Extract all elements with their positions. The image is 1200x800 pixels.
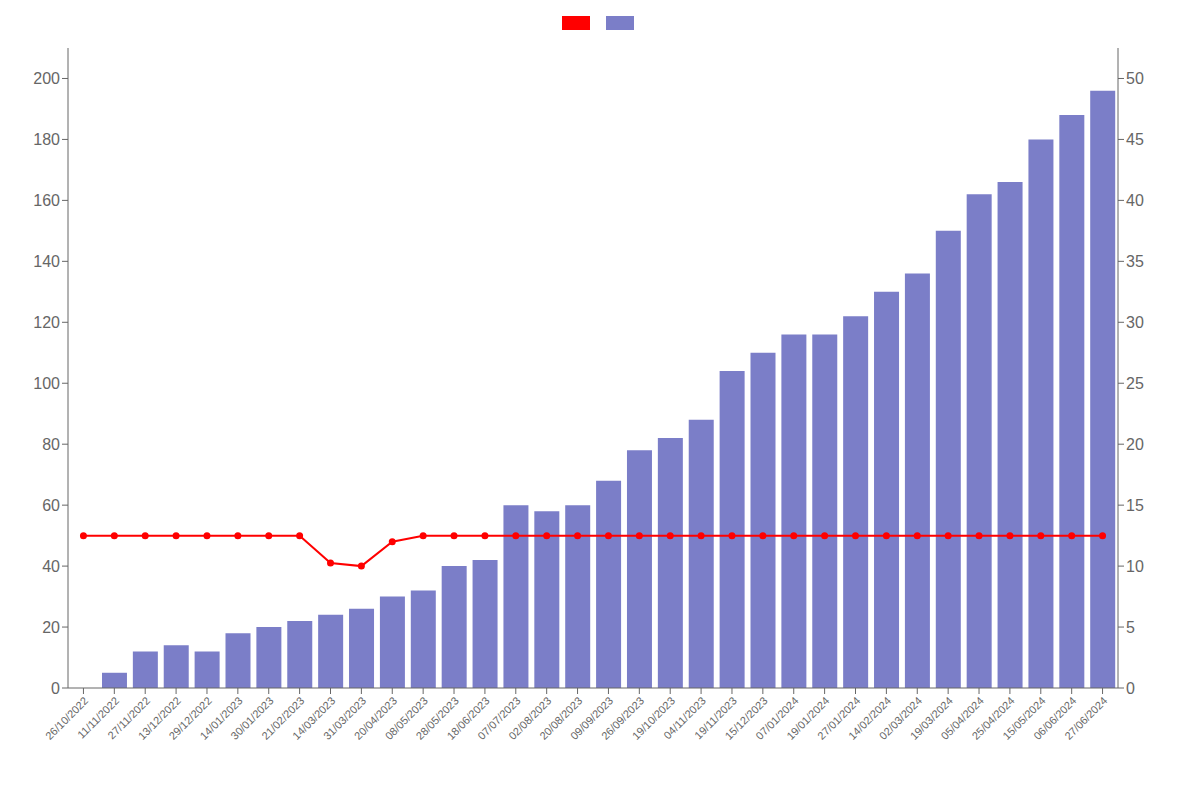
svg-text:14/01/2023: 14/01/2023 [197, 694, 245, 742]
svg-text:15: 15 [1126, 497, 1144, 514]
svg-text:10: 10 [1126, 558, 1144, 575]
svg-text:09/09/2023: 09/09/2023 [568, 694, 616, 742]
svg-text:18/06/2023: 18/06/2023 [444, 694, 492, 742]
svg-text:20/04/2023: 20/04/2023 [351, 694, 400, 742]
svg-text:19/10/2023: 19/10/2023 [629, 694, 678, 742]
svg-text:28/05/2023: 28/05/2023 [413, 694, 461, 742]
svg-text:25/04/2024: 25/04/2024 [969, 694, 1017, 742]
svg-text:27/06/2024: 27/06/2024 [1062, 694, 1109, 741]
svg-text:15/12/2023: 15/12/2023 [722, 694, 770, 742]
svg-text:05/04/2024: 05/04/2024 [938, 694, 986, 742]
svg-text:06/06/2024: 06/06/2024 [1031, 694, 1079, 742]
svg-text:26/10/2022: 26/10/2022 [43, 694, 91, 742]
svg-text:25: 25 [1126, 375, 1144, 392]
svg-text:02/08/2023: 02/08/2023 [506, 694, 554, 742]
svg-text:40: 40 [42, 558, 60, 575]
svg-text:35: 35 [1126, 253, 1144, 270]
svg-text:02/03/2024: 02/03/2024 [876, 694, 925, 742]
svg-text:07/07/2023: 07/07/2023 [475, 694, 523, 742]
svg-text:0: 0 [51, 680, 60, 697]
svg-text:0: 0 [1126, 680, 1135, 697]
svg-text:27/11/2022: 27/11/2022 [105, 694, 153, 742]
svg-text:14/03/2023: 14/03/2023 [290, 694, 338, 742]
svg-text:40: 40 [1126, 192, 1144, 209]
svg-text:29/12/2022: 29/12/2022 [166, 694, 214, 742]
svg-text:100: 100 [33, 375, 60, 392]
svg-text:21/02/2023: 21/02/2023 [259, 694, 307, 742]
svg-text:140: 140 [33, 253, 60, 270]
svg-text:200: 200 [33, 70, 60, 87]
svg-text:5: 5 [1126, 619, 1135, 636]
svg-text:27/01/2024: 27/01/2024 [815, 694, 863, 742]
svg-text:08/05/2023: 08/05/2023 [382, 694, 431, 742]
svg-text:26/09/2023: 26/09/2023 [598, 694, 647, 742]
svg-text:180: 180 [33, 131, 60, 148]
svg-text:04/11/2023: 04/11/2023 [661, 694, 708, 742]
svg-text:07/01/2024: 07/01/2024 [753, 694, 801, 742]
svg-text:30: 30 [1126, 314, 1144, 331]
svg-text:20/08/2023: 20/08/2023 [537, 694, 585, 742]
svg-text:11/11/2022: 11/11/2022 [75, 694, 122, 741]
svg-text:19/11/2023: 19/11/2023 [692, 694, 739, 742]
svg-text:60: 60 [42, 497, 60, 514]
svg-text:13/12/2022: 13/12/2022 [135, 694, 183, 742]
svg-text:20: 20 [42, 619, 60, 636]
svg-text:45: 45 [1126, 131, 1144, 148]
svg-text:160: 160 [33, 192, 60, 209]
svg-text:120: 120 [33, 314, 60, 331]
svg-text:31/03/2023: 31/03/2023 [320, 694, 369, 742]
svg-text:19/01/2024: 19/01/2024 [784, 694, 832, 742]
svg-text:30/01/2023: 30/01/2023 [228, 694, 276, 742]
svg-text:80: 80 [42, 436, 60, 453]
svg-text:19/03/2024: 19/03/2024 [907, 694, 956, 742]
svg-text:14/02/2024: 14/02/2024 [845, 694, 894, 742]
svg-text:20: 20 [1126, 436, 1144, 453]
svg-text:50: 50 [1126, 70, 1144, 87]
svg-text:15/05/2024: 15/05/2024 [1000, 694, 1048, 742]
